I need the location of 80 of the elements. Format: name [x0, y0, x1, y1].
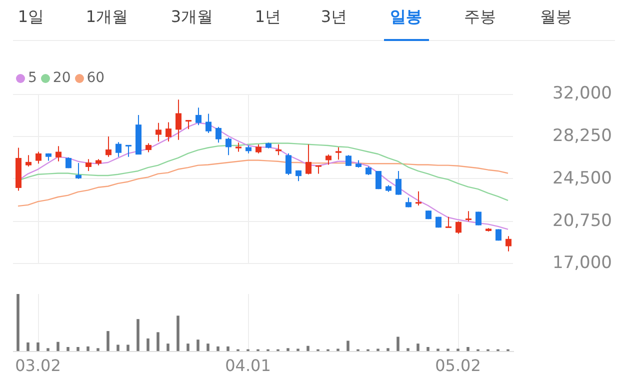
candlestick [346, 154, 352, 166]
bar [26, 342, 30, 351]
text: 1일 [18, 7, 44, 28]
candlestick [326, 154, 332, 166]
legend-label: 20 [52, 70, 71, 86]
candlestick [236, 142, 242, 152]
candlestick [416, 190, 422, 206]
bar [76, 347, 80, 351]
candlestick [166, 122, 172, 142]
y-tick-label: 32,000 [552, 83, 612, 104]
bar [146, 338, 150, 351]
bar [216, 346, 220, 351]
text: 1년 [254, 7, 282, 28]
text: 1개월 [86, 7, 128, 28]
bar [156, 332, 160, 351]
text: 주봉 [464, 7, 496, 28]
bar [206, 344, 210, 351]
bar [426, 347, 430, 351]
bar [96, 348, 100, 351]
candlestick [476, 211, 482, 226]
candlestick [76, 162, 82, 180]
bar [306, 346, 310, 351]
candlestick [466, 210, 472, 222]
bar [116, 344, 120, 351]
bar [126, 344, 130, 351]
candlestick [176, 99, 182, 140]
candlestick [396, 170, 402, 196]
bar [226, 346, 230, 351]
text: 3년 [320, 7, 348, 28]
candlestick [286, 152, 292, 176]
candlestick [116, 142, 122, 158]
x-tick-label: 05.02 [435, 356, 481, 375]
candlestick [186, 120, 192, 130]
bar [346, 340, 350, 351]
bar [66, 347, 70, 351]
candlestick [156, 122, 162, 142]
y-tick-label: 20,750 [552, 210, 612, 231]
x-tick-label: 03.02 [15, 356, 61, 375]
bar [466, 347, 470, 351]
candlestick [336, 146, 342, 160]
text: 일봉 [390, 7, 422, 28]
candlestick [106, 136, 112, 158]
bar [16, 294, 20, 351]
candlestick [306, 144, 312, 175]
legend-label: 5 [28, 70, 37, 86]
candlestick [56, 146, 62, 162]
y-tick-label: 24,500 [552, 168, 612, 188]
bar [396, 336, 400, 351]
candlestick [256, 144, 262, 154]
bar [286, 348, 290, 351]
bar [36, 342, 40, 351]
bar [106, 331, 110, 351]
candlestick [456, 220, 462, 234]
candlestick [226, 137, 232, 156]
bar [406, 348, 410, 351]
y-tick-label: 17,000 [552, 253, 612, 274]
bar [386, 348, 390, 351]
legend-label: 60 [86, 70, 105, 86]
candlestick [506, 236, 512, 252]
candlestick [216, 126, 222, 144]
candlestick [146, 142, 152, 153]
candlestick [446, 216, 452, 228]
bar [416, 344, 420, 351]
candlestick [26, 154, 32, 167]
candlestick [86, 158, 92, 172]
text: 3개월 [170, 7, 214, 28]
bar [176, 316, 180, 351]
bar [166, 344, 170, 351]
y-tick-label: 28,250 [552, 126, 612, 146]
candlestick [206, 113, 212, 134]
bar [46, 348, 50, 351]
bar [86, 346, 90, 351]
bar [56, 342, 60, 351]
text: 월봉 [540, 7, 572, 28]
candlestick [196, 107, 202, 126]
bar [186, 344, 190, 351]
candlestick [36, 151, 42, 164]
bar [196, 340, 200, 351]
bar [136, 319, 140, 351]
x-tick-label: 04.01 [225, 356, 271, 375]
